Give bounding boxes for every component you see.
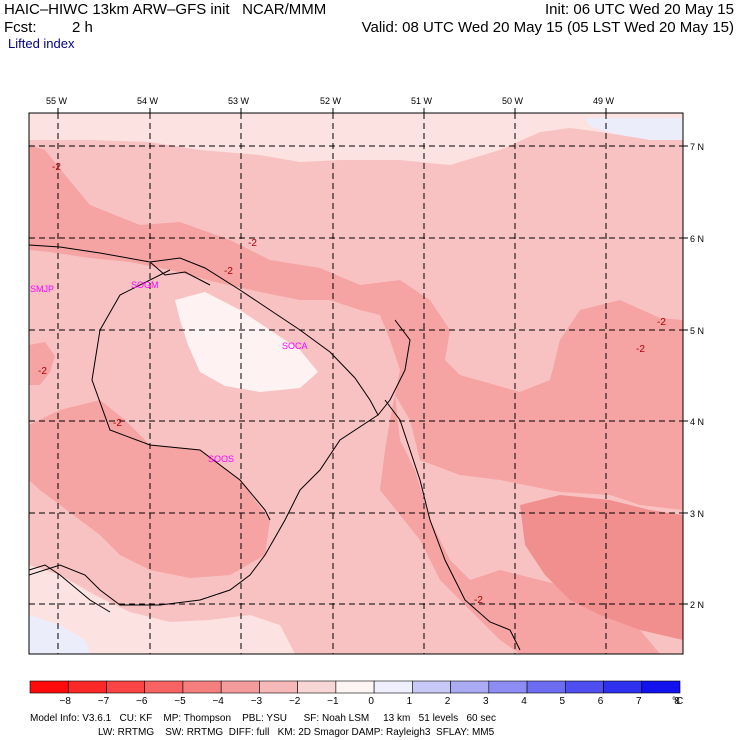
colorbar-tick-label: 6	[598, 696, 604, 707]
colorbar-tick-label: −8	[60, 696, 72, 707]
map-frame	[28, 112, 684, 655]
colorbar-swatch	[564, 680, 604, 694]
colorbar-swatch	[335, 680, 375, 694]
colorbar-tick-label: −6	[136, 696, 148, 707]
colorbar-swatch	[106, 680, 146, 694]
colorbar-swatch	[220, 680, 260, 694]
contour-label-3: -2	[224, 266, 233, 277]
station-soos: SOOS	[208, 454, 234, 464]
lon-label-52w: 52 W	[320, 96, 342, 106]
colorbar-swatch	[144, 680, 184, 694]
contour-label-4: -2	[38, 366, 47, 377]
lat-label-6n: 6 N	[690, 234, 704, 244]
colorbar-tick-label: 5	[560, 696, 566, 707]
region-level-p1-ne	[585, 118, 683, 140]
colorbar-tick-label: −5	[174, 696, 186, 707]
forecast-label: Fcst:	[4, 19, 37, 36]
lon-label-49w: 49 W	[593, 96, 615, 106]
contour-label-7: -2	[636, 344, 645, 355]
colorbar-swatch	[603, 680, 643, 694]
colorbar-tick-label: 3	[483, 696, 489, 707]
region-level-m1-north	[29, 113, 683, 165]
lon-label-50w: 50 W	[502, 96, 524, 106]
colorbar-swatch	[488, 680, 528, 694]
forecast-hours: 2 h	[72, 19, 93, 36]
colorbar-swatch	[450, 680, 490, 694]
colorbar-unit: °C	[672, 696, 683, 707]
colorbar-tick-label: 4	[521, 696, 527, 707]
region-level-0-patch	[175, 292, 318, 392]
colorbar-swatch	[182, 680, 222, 694]
model-title: HAIC–HIWC 13km ARW–GFS init NCAR/MMM	[4, 1, 327, 18]
colorbar-tick-label: −2	[289, 696, 301, 707]
colorbar-tick-label: 7	[636, 696, 642, 707]
colorbar-tick-label: −7	[98, 696, 110, 707]
station-soca: SOCA	[282, 341, 308, 351]
region-level-p1-sw	[29, 615, 90, 654]
lat-label-3n: 3 N	[690, 509, 704, 519]
colorbar-swatch	[412, 680, 451, 694]
model-info-line1: Model Info: V3.6.1 CU: KF MP: Thompson P…	[30, 713, 496, 724]
colorbar-tick-label: −3	[251, 696, 263, 707]
colorbar-swatch	[641, 680, 681, 694]
colorbar-tick-label: 1	[407, 696, 413, 707]
region-level-m1-sw	[29, 565, 295, 654]
lon-label-54w: 54 W	[137, 96, 159, 106]
colorbar-labels: −8 −7 −6 −5 −4 −3 −2 −1 0 1 2 3 4 5 6 7 8	[60, 696, 681, 707]
colorbar-swatch	[29, 680, 69, 694]
station-sogm: SOGM	[131, 280, 159, 290]
colorbar-tick-label: 8	[674, 696, 680, 707]
colorbar-tick-label: 0	[368, 696, 374, 707]
colorbar-swatch	[526, 680, 566, 694]
colorbar	[29, 680, 681, 694]
colorbar-tick-label: −1	[327, 696, 339, 707]
colorbar-swatch	[373, 680, 413, 694]
colorbar-tick-label: 2	[445, 696, 451, 707]
lat-label-5n: 5 N	[690, 326, 704, 336]
lon-label-51w: 51 W	[411, 96, 433, 106]
contour-label-6: -2	[657, 317, 666, 328]
lon-label-55w: 55 W	[46, 96, 68, 106]
lat-lon-grid	[29, 113, 683, 654]
lat-label-4n: 4 N	[690, 417, 704, 427]
contour-label-1: -2	[52, 162, 61, 173]
colorbar-tick-label: −4	[212, 696, 224, 707]
contour-label-8: -2	[474, 595, 483, 606]
lat-label-7n: 7 N	[690, 142, 704, 152]
axis-ticks	[57, 108, 688, 605]
lon-label-53w: 53 W	[228, 96, 250, 106]
colorbar-swatch	[259, 680, 298, 694]
valid-time: Valid: 08 UTC Wed 20 May 15 (05 LST Wed …	[361, 19, 734, 36]
init-time: Init: 06 UTC Wed 20 May 15	[545, 1, 734, 18]
contour-label-2: -2	[248, 238, 257, 249]
field-name: Lifted index	[8, 36, 75, 51]
model-info-line2: LW: RRTMG SW: RRTMG DIFF: full KM: 2D Sm…	[98, 727, 495, 738]
colorbar-swatch	[297, 680, 337, 694]
contour-label-5: -2	[113, 418, 122, 429]
station-smjp: SMJP	[30, 284, 54, 294]
region-level-m3-blob	[29, 342, 55, 385]
coastline	[29, 244, 521, 651]
lat-label-2n: 2 N	[690, 600, 704, 610]
colorbar-swatch	[67, 680, 107, 694]
